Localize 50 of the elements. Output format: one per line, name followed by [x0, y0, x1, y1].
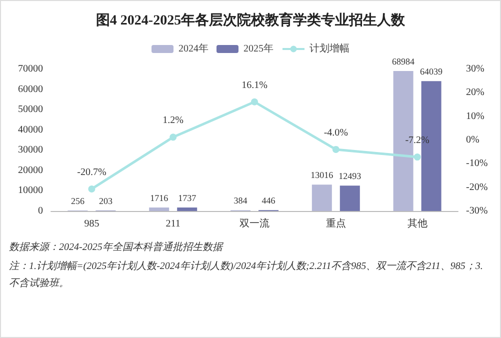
y2-tick-label: -20%	[466, 182, 488, 193]
source-note: 数据来源：2024-2025年全国本科普通批招生数据	[9, 240, 224, 255]
y2-tick-label: -30%	[466, 206, 488, 216]
x-tick-label: 双一流	[240, 218, 270, 230]
bar	[312, 184, 332, 211]
y-tick-label: 20000	[18, 164, 43, 176]
data-label: 68984	[392, 56, 416, 67]
y-tick-label: 50000	[18, 104, 43, 116]
point	[332, 146, 340, 153]
data-label: 1737	[178, 192, 197, 203]
y2-tick-label: 20%	[466, 87, 484, 98]
data-label: 64039	[420, 66, 444, 77]
y-tick-label: 30000	[18, 144, 43, 156]
x-tick-label: 985	[84, 218, 100, 230]
y-tick-label: 70000	[18, 64, 43, 74]
x-tick-label: 重点	[326, 218, 346, 230]
y2-tick-label: -10%	[466, 158, 488, 170]
y2-tick-label: 0%	[466, 134, 480, 146]
bar	[149, 208, 170, 211]
data-label: -20.7%	[77, 166, 106, 178]
data-label: 12493	[338, 171, 362, 182]
y2-tick-label: 30%	[466, 64, 484, 74]
text: 注：1.计划增幅=(2025年计划人数-2024年计划人数)/2024年计划人数;2.211不含985、双一流不含211、985；3.不含试验班。	[9, 260, 484, 291]
x-tick-label: 其他	[407, 218, 428, 230]
y-tick-label: 0	[38, 206, 43, 216]
data-label: 446	[262, 196, 276, 206]
y-tick-label: 10000	[18, 185, 43, 196]
data-label: 16.1%	[242, 80, 268, 91]
data-label: 1716	[150, 193, 169, 204]
data-label: 203	[98, 196, 113, 206]
bar	[177, 207, 198, 211]
data-label: -7.2%	[405, 135, 430, 146]
point	[170, 134, 177, 141]
y-tick-label: 40000	[18, 124, 43, 136]
x-tick-label: 211	[166, 218, 180, 230]
legend-label: 2025年	[244, 42, 274, 54]
data-label: 384	[234, 196, 248, 206]
data-label: -4.0%	[324, 127, 348, 138]
point	[88, 185, 96, 192]
data-label: 256	[70, 196, 85, 206]
chart-title: 图4 2024-2025年各层次院校教育学类专业招生人数	[96, 12, 406, 28]
legend-label: 计划增幅	[310, 42, 350, 54]
point	[414, 154, 421, 161]
bar	[340, 186, 360, 211]
point	[251, 98, 258, 106]
y2-tick-label: 10%	[466, 110, 484, 122]
data-label: 13016	[310, 170, 334, 180]
data-label: 1.2%	[162, 115, 184, 126]
legend-label: 2024年	[178, 42, 208, 54]
y-tick-label: 60000	[18, 84, 43, 95]
